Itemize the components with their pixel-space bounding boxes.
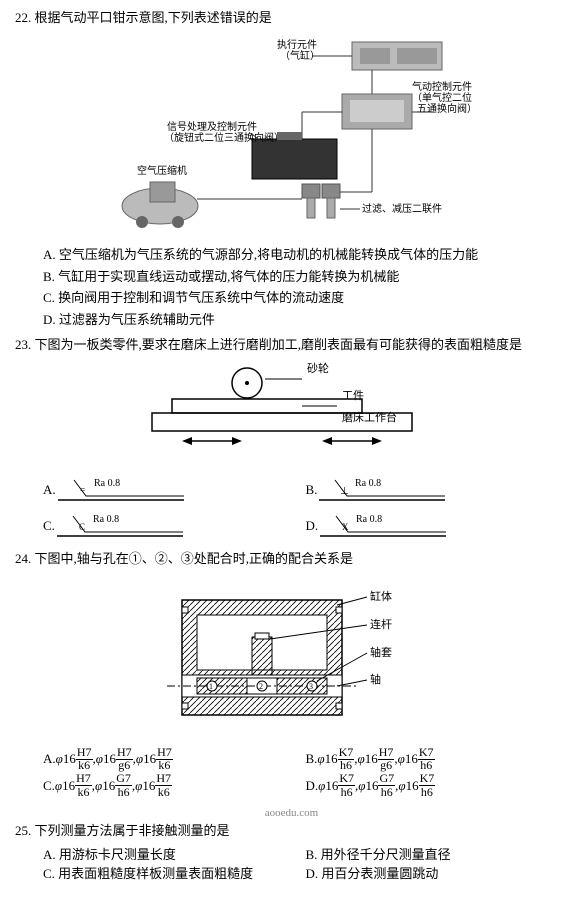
q22-num: 22 xyxy=(15,10,28,25)
q22-options: A. 空气压缩机为气压系统的气源部分,将电动机的机械能转换成气体的压力能 B. … xyxy=(43,245,568,329)
q24-diagram: 1 2 3 缸体 连杆 轴套 轴 xyxy=(15,575,568,741)
q24-opt-c: C. φ 16 H7k6 , φ 16 G7h6 , φ 16 H7k6 xyxy=(43,772,306,798)
svg-text:=: = xyxy=(80,485,85,495)
q23-title: 23. 下图为一板类零件,要求在磨床上进行磨削加工,磨削表面最有可能获得的表面粗… xyxy=(15,335,568,355)
q24-options: A. φ 16 H7k6 , φ 16 H7g6 , φ 16 H7k6B. φ… xyxy=(15,746,568,799)
q23-opt-a: A. Ra 0.8= xyxy=(43,472,306,508)
lbl-table: 磨床工作台 xyxy=(342,410,397,424)
q22-opt-b: B. 气缸用于实现直线运动或摆动,将气体的压力能转换为机械能 xyxy=(43,267,568,287)
q22-diagram: 执行元件 （气缸） 气动控制元件 （单气控二位 五通换向阀） 信号处理及控制元件… xyxy=(15,34,568,240)
svg-text:C: C xyxy=(79,522,85,532)
svg-text:⊥: ⊥ xyxy=(340,486,349,497)
svg-text:3: 3 xyxy=(309,682,313,691)
q22-opt-a: A. 空气压缩机为气压系统的气源部分,将电动机的机械能转换成气体的压力能 xyxy=(43,245,568,265)
question-22: 22. 根据气动平口钳示意图,下列表述错误的是 执行元件 （气缸） 气动控制元件… xyxy=(15,8,568,329)
lbl-actuator: 执行元件 xyxy=(277,38,317,51)
q25-opt-a: A. 用游标卡尺测量长度 xyxy=(43,845,306,865)
q23-opt-c: C. Ra 0.8C xyxy=(43,508,306,544)
lbl-rod: 连杆 xyxy=(370,617,392,631)
svg-text:Ra 0.8: Ra 0.8 xyxy=(355,478,381,489)
svg-text:（单气控二位: （单气控二位 xyxy=(412,91,472,104)
svg-text:Ra 0.8: Ra 0.8 xyxy=(93,514,119,525)
q25-row1: A. 用游标卡尺测量长度 B. 用外径千分尺测量直径 xyxy=(43,845,568,865)
q24-num: 24 xyxy=(15,551,28,566)
q23-diagram: 砂轮 工件 磨床工作台 xyxy=(15,361,568,467)
svg-text:1: 1 xyxy=(209,682,213,691)
svg-text:五通换向阀）: 五通换向阀） xyxy=(417,102,477,115)
q24-opt-a: A. φ 16 H7k6 , φ 16 H7g6 , φ 16 H7k6 xyxy=(43,746,306,772)
q25-opt-d: D. 用百分表测量圆跳动 xyxy=(306,864,569,884)
q24-opt-b: B. φ 16 K7h6 , φ 16 H7g6 , φ 16 K7h6 xyxy=(306,746,569,772)
lbl-filter: 过滤、减压二联件 xyxy=(362,202,442,215)
lbl-wheel: 砂轮 xyxy=(307,361,329,375)
q23-row1: A. Ra 0.8= B. Ra 0.8⊥ xyxy=(43,472,568,508)
q24-title: 24. 下图中,轴与孔在①、②、③处配合时,正确的配合关系是 xyxy=(15,549,568,569)
watermark: aooedu.com xyxy=(15,805,568,822)
question-25: aooedu.com 25. 下列测量方法属于非接触测量的是 A. 用游标卡尺测… xyxy=(15,805,568,884)
q22-title: 22. 根据气动平口钳示意图,下列表述错误的是 xyxy=(15,8,568,28)
q25-row2: C. 用表面粗糙度样板测量表面粗糙度 D. 用百分表测量圆跳动 xyxy=(43,864,568,884)
q24-text: 下图中,轴与孔在①、②、③处配合时,正确的配合关系是 xyxy=(35,551,354,566)
q23-opt-b: B. Ra 0.8⊥ xyxy=(306,472,569,508)
svg-text:（旋钮式二位三通换向阀）: （旋钮式二位三通换向阀） xyxy=(164,131,284,144)
lbl-sleeve: 轴套 xyxy=(370,645,392,659)
q24-opt-d: D. φ 16 K7h6 , φ 16 G7h6 , φ 16 K7h6 xyxy=(306,772,569,798)
lbl-body: 缸体 xyxy=(370,589,392,603)
lbl-signal: 信号处理及控制元件 xyxy=(167,120,257,133)
q25-num: 25 xyxy=(15,823,28,838)
q25-title: 25. 下列测量方法属于非接触测量的是 xyxy=(15,821,568,841)
svg-text:Ra 0.8: Ra 0.8 xyxy=(356,514,382,525)
lbl-work: 工件 xyxy=(342,389,364,402)
lbl-control: 气动控制元件 xyxy=(412,80,472,93)
q25-opt-b: B. 用外径千分尺测量直径 xyxy=(306,845,569,865)
lbl-compressor: 空气压缩机 xyxy=(137,164,187,177)
question-23: 23. 下图为一板类零件,要求在磨床上进行磨削加工,磨削表面最有可能获得的表面粗… xyxy=(15,335,568,543)
svg-text:2: 2 xyxy=(259,682,263,691)
q25-text: 下列测量方法属于非接触测量的是 xyxy=(35,823,230,838)
lbl-shaft: 轴 xyxy=(370,672,381,686)
svg-text:Ra 0.8: Ra 0.8 xyxy=(94,478,120,489)
q23-text: 下图为一板类零件,要求在磨床上进行磨削加工,磨削表面最有可能获得的表面粗糙度是 xyxy=(35,337,523,352)
svg-text:X: X xyxy=(342,522,349,532)
q22-opt-d: D. 过滤器为气压系统辅助元件 xyxy=(43,310,568,330)
q23-num: 23 xyxy=(15,337,28,352)
q23-opt-d: D. Ra 0.8X xyxy=(306,508,569,544)
q23-row2: C. Ra 0.8C D. Ra 0.8X xyxy=(43,508,568,544)
q22-opt-c: C. 换向阀用于控制和调节气压系统中气体的流动速度 xyxy=(43,288,568,308)
svg-text:（气缸）: （气缸） xyxy=(280,49,320,62)
question-24: 24. 下图中,轴与孔在①、②、③处配合时,正确的配合关系是 1 2 xyxy=(15,549,568,799)
q22-text: 根据气动平口钳示意图,下列表述错误的是 xyxy=(35,10,272,25)
q25-opt-c: C. 用表面粗糙度样板测量表面粗糙度 xyxy=(43,864,306,884)
